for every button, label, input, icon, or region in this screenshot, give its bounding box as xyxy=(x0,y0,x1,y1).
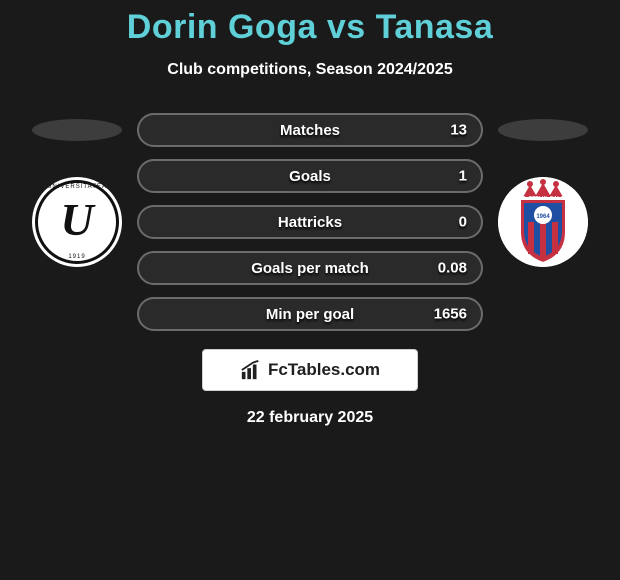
svg-text:1964: 1964 xyxy=(536,214,550,220)
player-left-column: UNIVERSITATEA U 1919 xyxy=(27,113,127,267)
stat-row-matches: Matches 13 xyxy=(137,113,483,147)
stat-row-hattricks: Hattricks 0 xyxy=(137,205,483,239)
club-crest-universitatea: UNIVERSITATEA U 1919 xyxy=(32,177,122,267)
stat-row-min-per-goal: Min per goal 1656 xyxy=(137,297,483,331)
date-line: 22 february 2025 xyxy=(0,409,620,427)
stats-column: Matches 13 Goals 1 Hattricks 0 Goals per… xyxy=(137,113,483,331)
stat-value-right: 0 xyxy=(459,214,467,231)
stat-value-right: 1656 xyxy=(434,306,467,323)
stat-value-right: 0.08 xyxy=(438,260,467,277)
stat-label: Goals per match xyxy=(251,260,369,277)
club-crest-otelul: 1964 F.C. OTELUL GALATI xyxy=(498,177,588,267)
content-row: UNIVERSITATEA U 1919 Matches 13 Goals 1 … xyxy=(0,113,620,331)
crest-bottom-text: 1919 xyxy=(68,254,85,260)
svg-text:F.C. OTELUL GALATI: F.C. OTELUL GALATI xyxy=(518,196,568,202)
comparison-card: Dorin Goga vs Tanasa Club competitions, … xyxy=(0,0,620,427)
stat-value-right: 13 xyxy=(450,122,467,139)
stat-label: Hattricks xyxy=(278,214,342,231)
page-title: Dorin Goga vs Tanasa xyxy=(0,8,620,47)
bar-chart-icon xyxy=(240,359,262,381)
stat-label: Matches xyxy=(280,122,340,139)
shadow-ellipse-left xyxy=(32,119,122,141)
shadow-ellipse-right xyxy=(498,119,588,141)
stat-label: Goals xyxy=(289,168,331,185)
otelul-crest-svg: 1964 F.C. OTELUL GALATI xyxy=(498,177,588,267)
stat-value-right: 1 xyxy=(459,168,467,185)
brand-box[interactable]: FcTables.com xyxy=(202,349,418,391)
stat-row-goals-per-match: Goals per match 0.08 xyxy=(137,251,483,285)
stat-row-goals: Goals 1 xyxy=(137,159,483,193)
crest-letter: U xyxy=(60,197,93,243)
player-right-column: 1964 F.C. OTELUL GALATI xyxy=(493,113,593,267)
page-subtitle: Club competitions, Season 2024/2025 xyxy=(0,61,620,79)
stat-label: Min per goal xyxy=(266,306,354,323)
brand-label: FcTables.com xyxy=(268,360,380,380)
crest-top-text: UNIVERSITATEA xyxy=(47,184,107,190)
